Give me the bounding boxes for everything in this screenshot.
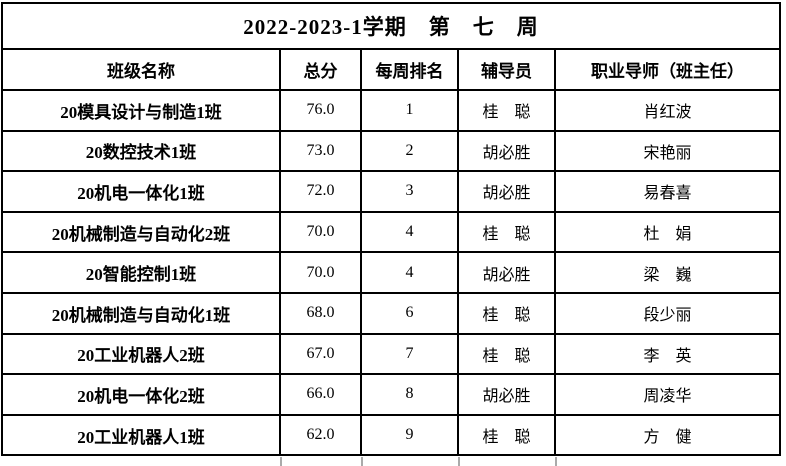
mentor-cell: 肖红波 [554, 89, 781, 132]
mentor-cell: 李 英 [554, 332, 781, 376]
table-row: 20机电一体化1班 72.0 3 胡必胜 易春喜 [1, 170, 781, 213]
table-row: 20工业机器人2班 67.0 7 桂 聪 李 英 [1, 332, 781, 376]
table-row: 20数控技术1班 73.0 2 胡必胜 宋艳丽 [1, 129, 781, 173]
score-cell: 68.0 [279, 291, 362, 335]
rank-cell: 9 [360, 413, 459, 457]
mentor-cell: 周凌华 [554, 373, 781, 416]
score-cell: 70.0 [279, 251, 362, 294]
score-cell: 70.0 [279, 210, 362, 254]
rank-cell: 4 [360, 210, 459, 254]
mentor-cell: 梁 巍 [554, 251, 781, 294]
table-title: 2022-2023-1学期 第 七 周 [1, 2, 781, 50]
rank-cell: 6 [360, 291, 459, 335]
table-row: 20机械制造与自动化1班 68.0 6 桂 聪 段少丽 [1, 291, 781, 335]
score-cell: 72.0 [279, 170, 362, 213]
class-name-cell: 20数控技术1班 [1, 129, 281, 173]
column-header-3: 辅导员 [457, 48, 556, 91]
counselor-cell: 胡必胜 [457, 251, 556, 294]
class-name-cell: 20机电一体化1班 [1, 170, 281, 213]
column-header-0: 班级名称 [1, 48, 281, 91]
score-cell: 76.0 [279, 89, 362, 132]
clipped-row-divider [280, 457, 282, 466]
rank-cell: 4 [360, 251, 459, 294]
rank-cell: 7 [360, 332, 459, 376]
score-cell: 67.0 [279, 332, 362, 376]
rank-cell: 3 [360, 170, 459, 213]
counselor-cell: 桂 聪 [457, 413, 556, 457]
table-row: 20机电一体化2班 66.0 8 胡必胜 周凌华 [1, 373, 781, 416]
counselor-cell: 桂 聪 [457, 210, 556, 254]
weekly-ranking-table: 2022-2023-1学期 第 七 周 班级名称 总分 每周排名 辅导员 职业导师（班主… [1, 2, 781, 457]
class-name-cell: 20智能控制1班 [1, 251, 281, 294]
clipped-row-divider [555, 457, 557, 466]
class-name-cell: 20模具设计与制造1班 [1, 89, 281, 132]
rank-cell: 2 [360, 129, 459, 173]
class-name-cell: 20工业机器人2班 [1, 332, 281, 376]
table-header-row: 班级名称 总分 每周排名 辅导员 职业导师（班主任） [1, 48, 781, 91]
table-title-row: 2022-2023-1学期 第 七 周 [1, 2, 781, 50]
mentor-cell: 易春喜 [554, 170, 781, 213]
counselor-cell: 胡必胜 [457, 170, 556, 213]
class-name-cell: 20机械制造与自动化1班 [1, 291, 281, 335]
clipped-row-divider [361, 457, 363, 466]
class-name-cell: 20机电一体化2班 [1, 373, 281, 416]
counselor-cell: 胡必胜 [457, 129, 556, 173]
mentor-cell: 杜 娟 [554, 210, 781, 254]
column-header-4: 职业导师（班主任） [554, 48, 781, 91]
counselor-cell: 桂 聪 [457, 291, 556, 335]
score-cell: 73.0 [279, 129, 362, 173]
mentor-cell: 宋艳丽 [554, 129, 781, 173]
rank-cell: 8 [360, 373, 459, 416]
table-row: 20智能控制1班 70.0 4 胡必胜 梁 巍 [1, 251, 781, 294]
counselor-cell: 胡必胜 [457, 373, 556, 416]
column-header-2: 每周排名 [360, 48, 459, 91]
class-name-cell: 20机械制造与自动化2班 [1, 210, 281, 254]
score-cell: 66.0 [279, 373, 362, 416]
mentor-cell: 段少丽 [554, 291, 781, 335]
rank-cell: 1 [360, 89, 459, 132]
table-row: 20机械制造与自动化2班 70.0 4 桂 聪 杜 娟 [1, 210, 781, 254]
table-row: 20工业机器人1班 62.0 9 桂 聪 方 健 [1, 413, 781, 457]
class-name-cell: 20工业机器人1班 [1, 413, 281, 457]
counselor-cell: 桂 聪 [457, 89, 556, 132]
column-header-1: 总分 [279, 48, 362, 91]
counselor-cell: 桂 聪 [457, 332, 556, 376]
score-cell: 62.0 [279, 413, 362, 457]
table-row: 20模具设计与制造1班 76.0 1 桂 聪 肖红波 [1, 89, 781, 132]
mentor-cell: 方 健 [554, 413, 781, 457]
clipped-row-divider [458, 457, 460, 466]
